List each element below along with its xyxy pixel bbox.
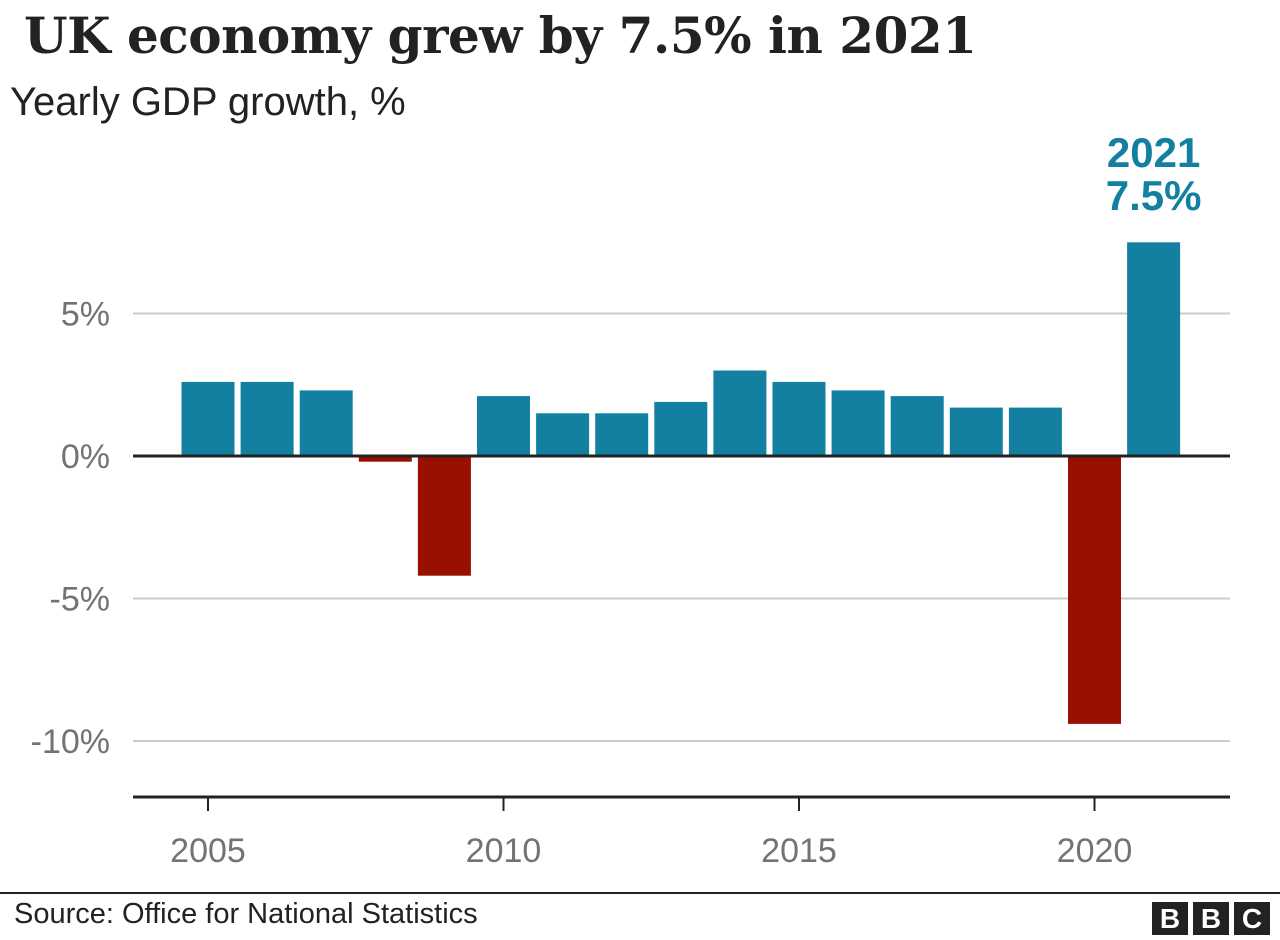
bbc-logo: B B C — [1152, 902, 1270, 935]
footer-divider — [0, 892, 1280, 894]
bar-2005 — [181, 381, 235, 456]
bbc-logo-letter: B — [1193, 902, 1229, 935]
bar-2013 — [654, 401, 708, 456]
bar-2015 — [772, 381, 826, 456]
y-tick-label: 5% — [61, 296, 110, 334]
bar-2012 — [595, 413, 649, 457]
bar-2017 — [890, 396, 944, 456]
bbc-logo-letter: B — [1152, 902, 1188, 935]
bar-2011 — [536, 413, 590, 457]
chart-title: UK economy grew by 7.5% in 2021 — [24, 6, 977, 65]
callout-year: 2021 — [1107, 129, 1200, 176]
x-tick-label: 2015 — [761, 832, 837, 870]
y-tick-label: -10% — [31, 723, 110, 761]
source-note: Source: Office for National Statistics — [14, 898, 478, 930]
x-tick-label: 2010 — [466, 832, 542, 870]
bar-2019 — [1008, 407, 1062, 456]
bar-2020 — [1068, 456, 1121, 724]
bar-2018 — [949, 407, 1003, 456]
bar-2008 — [358, 456, 412, 462]
bar-2021 — [1127, 242, 1181, 457]
y-tick-label: 0% — [61, 438, 110, 476]
y-tick-label: -5% — [50, 581, 110, 619]
bar-2009 — [417, 456, 471, 576]
chart-subtitle: Yearly GDP growth, % — [10, 80, 406, 124]
bar-2010 — [477, 396, 530, 456]
bbc-logo-letter: C — [1234, 902, 1270, 935]
bar-2007 — [299, 390, 353, 456]
callout-value: 7.5% — [1106, 172, 1202, 219]
bar-2016 — [831, 390, 885, 456]
bar-2014 — [713, 370, 767, 456]
bar-2006 — [240, 381, 294, 456]
x-tick-label: 2020 — [1057, 832, 1133, 870]
x-tick-label: 2005 — [170, 832, 246, 870]
